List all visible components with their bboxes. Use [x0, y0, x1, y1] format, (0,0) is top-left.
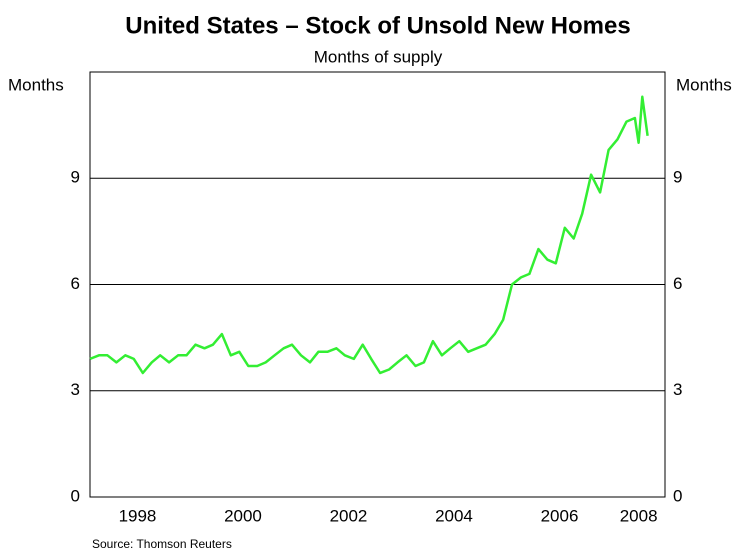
- x-tick-label: 2004: [435, 506, 473, 525]
- data-line: [89, 95, 649, 375]
- y-axis-label: Months: [8, 75, 64, 94]
- y2-axis-label: Months: [676, 75, 732, 94]
- chart-subtitle: Months of supply: [314, 47, 443, 66]
- x-tick-label: 2008: [620, 506, 658, 525]
- y2-tick-label: 9: [673, 168, 682, 187]
- y2-tick-label: 0: [673, 486, 682, 505]
- x-tick-label: 2006: [541, 506, 579, 525]
- y-tick-label: 6: [71, 274, 80, 293]
- x-tick-label: 2000: [224, 506, 262, 525]
- plot-frame: [89, 71, 666, 498]
- y-tick-label: 9: [71, 168, 80, 187]
- source-note: Source: Thomson Reuters: [92, 537, 232, 551]
- x-tick-label: 2002: [330, 506, 368, 525]
- x-tick-label: 1998: [119, 506, 157, 525]
- y-tick-label: 3: [71, 380, 80, 399]
- chart-title: United States – Stock of Unsold New Home…: [125, 12, 630, 39]
- y-tick-label: 0: [71, 486, 80, 505]
- y2-tick-label: 6: [673, 274, 682, 293]
- y2-tick-label: 3: [673, 380, 682, 399]
